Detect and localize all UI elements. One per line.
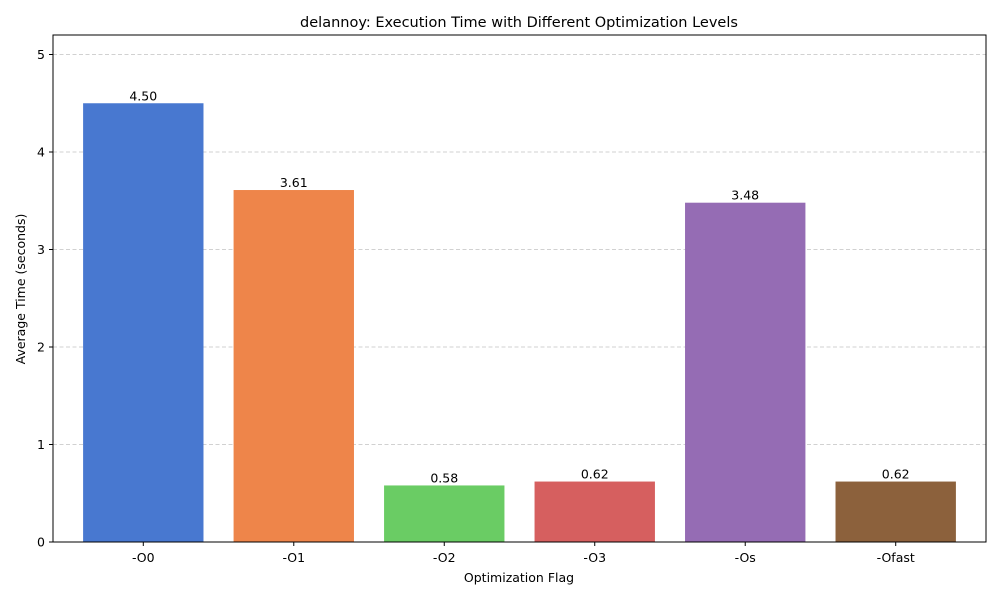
y-ticks: 0 1 2 3 4 5 [37, 47, 53, 550]
x-tick-label: -O0 [132, 550, 155, 565]
bar-ofast [835, 481, 956, 542]
data-label: 0.62 [882, 467, 910, 482]
data-labels: 4.50 3.61 0.58 0.62 3.48 0.62 [129, 88, 909, 485]
data-label: 0.58 [430, 470, 458, 485]
chart-title: delannoy: Execution Time with Different … [300, 15, 738, 31]
plot-frame [52, 34, 987, 543]
bar-o3 [534, 481, 655, 542]
x-tick-label: -Ofast [877, 550, 915, 565]
x-tick-label: -Os [735, 550, 756, 565]
x-axis-label: Optimization Flag [464, 570, 574, 585]
x-tick-label: -O3 [583, 550, 606, 565]
data-label: 4.50 [129, 88, 157, 103]
bar-o0 [83, 103, 204, 542]
x-tick-label: -O1 [282, 550, 305, 565]
x-tick-label: -O2 [433, 550, 456, 565]
data-label: 0.62 [581, 467, 609, 482]
y-tick-label: 5 [37, 47, 45, 62]
y-tick-label: 3 [37, 242, 45, 257]
data-label: 3.48 [731, 188, 759, 203]
bar-o2 [384, 485, 505, 542]
y-tick-label: 0 [37, 535, 45, 550]
bar-os [685, 202, 806, 542]
bar-o1 [233, 190, 354, 542]
bars [83, 103, 956, 542]
y-tick-label: 4 [37, 145, 45, 160]
y-tick-label: 2 [37, 340, 45, 355]
axes [52, 34, 987, 543]
x-ticks: -O0 -O1 -O2 -O3 -Os -Ofast [132, 542, 915, 565]
data-label: 3.61 [280, 175, 308, 190]
y-tick-label: 1 [37, 437, 45, 452]
y-axis-label: Average Time (seconds) [13, 214, 28, 365]
